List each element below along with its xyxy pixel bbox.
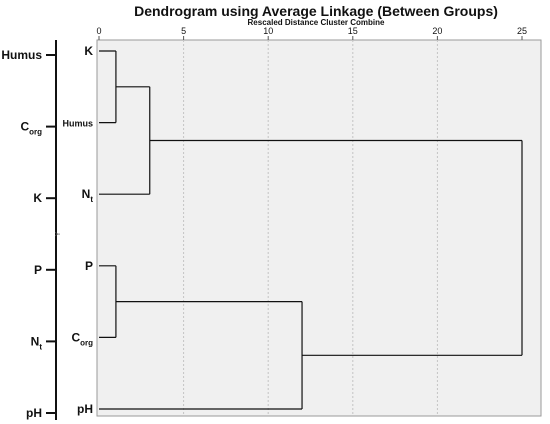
outer-label: Corg <box>20 120 42 137</box>
dendrogram-links <box>99 50 523 410</box>
plot-area <box>96 39 542 417</box>
tick-label: 0 <box>96 26 101 36</box>
outer-label: P <box>34 263 42 277</box>
outer-label: K <box>33 191 42 205</box>
chart-title: Dendrogram using Average Linkage (Betwee… <box>134 3 498 19</box>
tick-label: 5 <box>181 26 186 36</box>
leaf-label-ph: pH <box>77 402 93 416</box>
outer-label: Nt <box>31 334 43 351</box>
tick-label: 25 <box>517 26 527 36</box>
outer-axis: Humus Corg K P Nt pH <box>1 40 57 420</box>
tick-label: 10 <box>263 26 273 36</box>
leaf-label-humus: Humus <box>62 119 93 129</box>
leaf-labels: K Humus Nt P Corg pH <box>62 44 93 416</box>
chart-subtitle: Rescaled Distance Cluster Combine <box>248 18 385 27</box>
y-axis-letter: Y <box>55 231 62 236</box>
grid-lines <box>183 40 438 416</box>
tick-label: 15 <box>348 26 358 36</box>
outer-label: pH <box>26 406 42 420</box>
leaf-label-corg: Corg <box>71 330 93 347</box>
leaf-label-nt: Nt <box>82 187 94 204</box>
leaf-label-k: K <box>84 44 93 58</box>
tick-label: 20 <box>432 26 442 36</box>
outer-label: Humus <box>1 48 42 62</box>
x-axis-ticks: 0 5 10 15 20 25 <box>96 26 527 40</box>
leaf-label-p: P <box>85 259 93 273</box>
